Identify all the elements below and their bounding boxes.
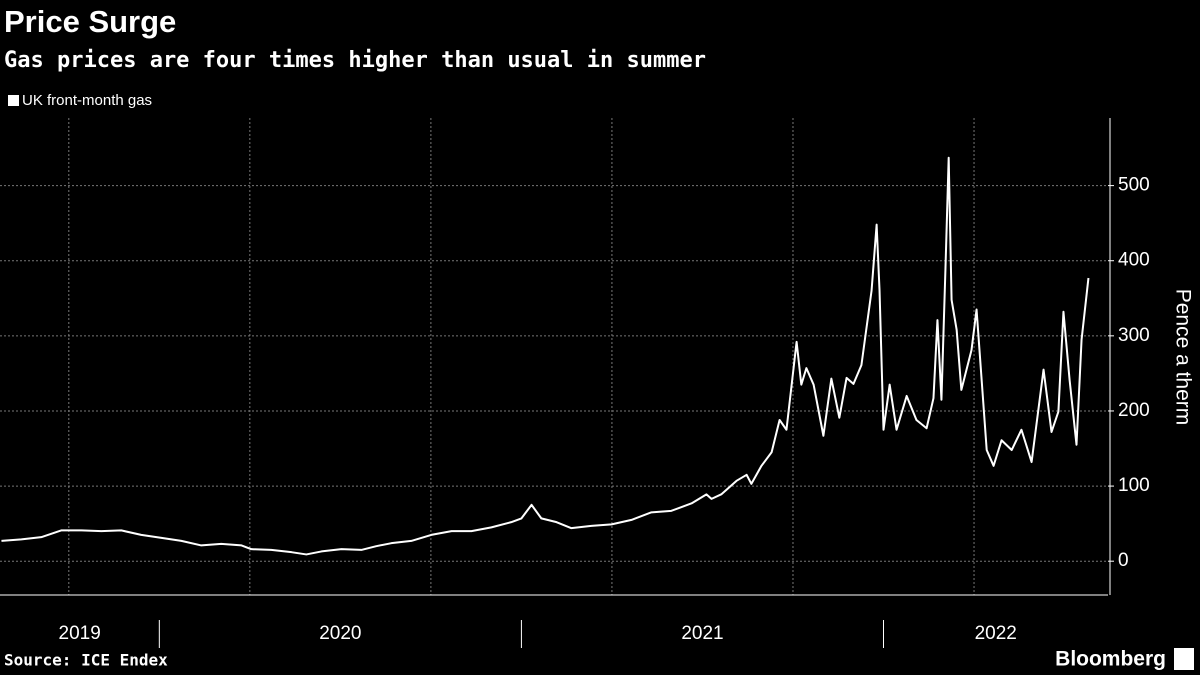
y-tick-label: 300 bbox=[1118, 325, 1150, 346]
line-series bbox=[1, 156, 1090, 556]
x-tick-label: 2021 bbox=[681, 623, 723, 644]
legend-label: UK front-month gas bbox=[22, 92, 152, 109]
chart-title: Price Surge bbox=[4, 4, 176, 39]
source: Source: ICE Endex bbox=[4, 651, 168, 670]
y-tick-label: 100 bbox=[1118, 475, 1150, 496]
x-tick-label: 2022 bbox=[975, 623, 1017, 644]
y-tick-label: 0 bbox=[1118, 550, 1129, 571]
chart-subtitle: Gas prices are four times higher than us… bbox=[4, 48, 706, 73]
legend-swatch bbox=[8, 95, 19, 106]
y-tick-label: 200 bbox=[1118, 400, 1150, 421]
y-axis-label: Pence a therm bbox=[1171, 289, 1194, 426]
brand: Bloomberg bbox=[1055, 648, 1166, 671]
brand-logo bbox=[1174, 648, 1194, 670]
y-tick-label: 400 bbox=[1118, 250, 1150, 271]
x-tick-label: 2020 bbox=[319, 623, 361, 644]
x-tick-label: 2019 bbox=[59, 623, 101, 644]
y-tick-label: 500 bbox=[1118, 175, 1150, 196]
